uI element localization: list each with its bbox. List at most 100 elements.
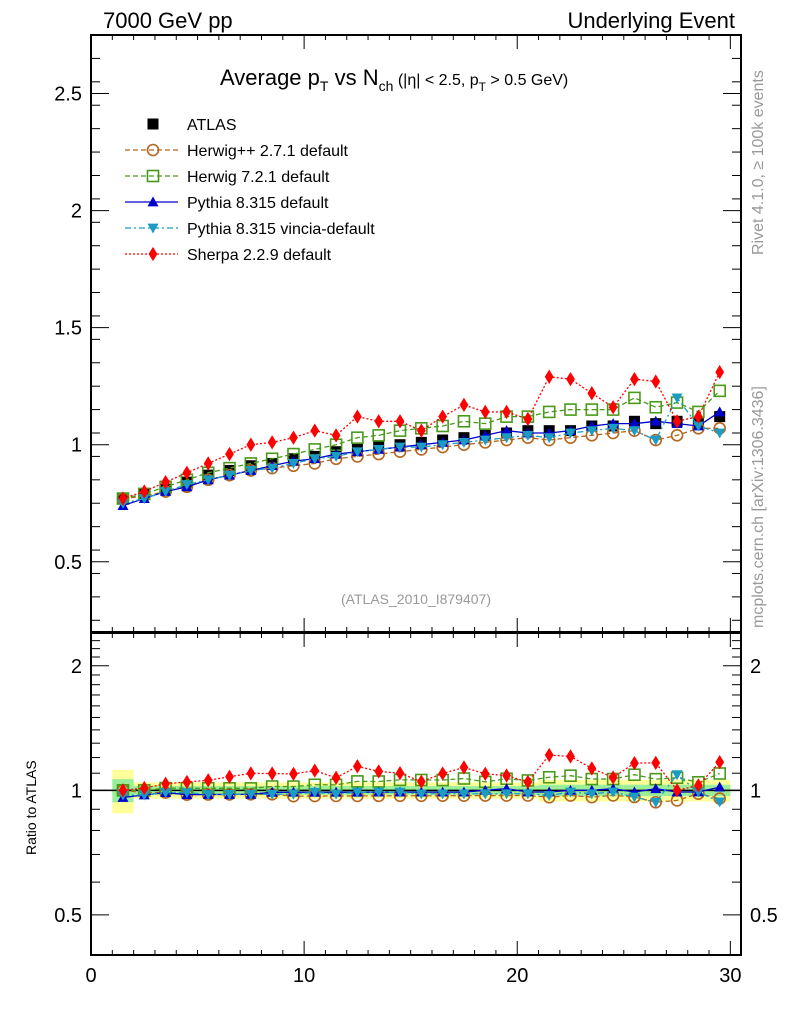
data-point bbox=[139, 484, 149, 499]
ratio-y-tick-label-right: 1 bbox=[750, 780, 761, 802]
data-point bbox=[586, 426, 598, 437]
data-point bbox=[372, 429, 386, 442]
ratio-y-tick-label: 2 bbox=[71, 656, 82, 678]
ratio-point bbox=[373, 787, 385, 798]
ratio-point bbox=[202, 790, 214, 801]
rivet-label: Rivet 4.1.0, ≥ 100k events bbox=[750, 70, 767, 255]
data-point bbox=[501, 433, 513, 444]
data-point bbox=[331, 428, 341, 443]
ratio-point bbox=[394, 787, 406, 798]
data-point bbox=[479, 435, 491, 446]
legend-marker bbox=[147, 196, 159, 207]
data-point bbox=[630, 372, 639, 387]
data-point bbox=[628, 391, 641, 405]
ratio-point bbox=[203, 773, 213, 788]
ratio-point bbox=[544, 747, 554, 763]
legend-label: Pythia 8.315 default bbox=[187, 195, 329, 212]
y-tick-label: 2 bbox=[71, 201, 82, 223]
ratio-point bbox=[608, 770, 618, 785]
data-point bbox=[224, 470, 236, 481]
ratio-frame bbox=[90, 632, 742, 956]
data-point bbox=[670, 429, 684, 442]
legend-marker bbox=[146, 169, 160, 183]
data-point bbox=[438, 409, 448, 424]
ratio-point bbox=[650, 783, 662, 794]
ratio-point bbox=[437, 789, 449, 800]
data-point bbox=[672, 414, 682, 429]
ratio-point bbox=[523, 774, 533, 790]
data-point bbox=[351, 431, 364, 444]
ratio-point bbox=[246, 766, 256, 781]
ratio-point bbox=[479, 789, 491, 800]
data-point bbox=[416, 423, 426, 438]
ratio-panel bbox=[91, 747, 741, 814]
ratio-point bbox=[225, 769, 234, 784]
data-point bbox=[203, 456, 213, 471]
data-point bbox=[457, 414, 471, 428]
data-point bbox=[649, 400, 663, 414]
main-panel bbox=[116, 364, 726, 510]
legend-label: Sherpa 2.2.9 default bbox=[187, 247, 332, 264]
data-point bbox=[287, 459, 299, 469]
data-point bbox=[607, 423, 619, 434]
ratio-point bbox=[714, 781, 726, 792]
data-point bbox=[650, 415, 662, 426]
ratio-point bbox=[714, 797, 726, 808]
axes: 0 10 20 30 0.5 1 1.5 2 2.5 0.5 0.5 1 1 2 2 bbox=[54, 34, 778, 987]
legend: ATLAS Herwig++ 2.7.1 default Herwig 7.2.1 … bbox=[125, 117, 375, 264]
x-tick-label: 0 bbox=[85, 965, 96, 987]
data-point bbox=[715, 364, 725, 380]
data-point bbox=[671, 393, 683, 404]
mcplots-label: mcplots.cern.ch [arXiv:1306.3436] bbox=[750, 386, 767, 628]
ratio-point bbox=[650, 797, 662, 808]
ratio-point bbox=[139, 780, 149, 796]
data-point bbox=[628, 426, 640, 437]
data-point bbox=[651, 374, 661, 389]
ratio-point bbox=[415, 789, 427, 800]
ratio-point bbox=[352, 759, 362, 774]
data-point bbox=[437, 440, 449, 451]
data-point bbox=[161, 475, 170, 490]
data-point bbox=[225, 446, 234, 462]
ratio-point bbox=[564, 769, 577, 782]
ratio-point bbox=[374, 764, 384, 779]
ratio-y-tick-label-right: 0.5 bbox=[750, 905, 778, 927]
data-point bbox=[415, 442, 427, 453]
x-tick-label: 10 bbox=[293, 965, 315, 987]
legend-marker bbox=[147, 118, 159, 130]
y-tick-label: 0.5 bbox=[54, 552, 82, 574]
ratio-point bbox=[310, 763, 320, 778]
ratio-point bbox=[587, 761, 597, 776]
data-point bbox=[352, 409, 362, 424]
ratio-y-tick-label-right: 2 bbox=[750, 656, 761, 678]
y-tick-label: 2.5 bbox=[54, 84, 82, 106]
y-tick-label: 1 bbox=[71, 435, 82, 457]
data-point bbox=[459, 397, 469, 413]
data-point bbox=[544, 369, 554, 384]
ratio-y-tick-label: 1 bbox=[71, 780, 82, 802]
legend-label: Pythia 8.315 vincia-default bbox=[187, 221, 375, 238]
data-point bbox=[458, 437, 470, 448]
header-right: Underlying Event bbox=[567, 8, 735, 33]
ratio-point bbox=[289, 766, 298, 782]
data-point bbox=[394, 442, 406, 453]
ratio-point bbox=[502, 768, 511, 783]
ratio-point bbox=[459, 760, 469, 775]
ratio-point bbox=[351, 787, 363, 798]
data-point bbox=[310, 423, 320, 438]
data-point bbox=[246, 437, 256, 452]
ratio-point bbox=[287, 789, 299, 800]
ratio-point bbox=[671, 770, 683, 781]
ratio-point bbox=[181, 788, 193, 798]
ratio-point bbox=[160, 788, 172, 799]
data-point bbox=[289, 430, 298, 445]
analysis-id: (ATLAS_2010_I879407) bbox=[341, 591, 491, 607]
ratio-point bbox=[138, 790, 150, 801]
data-point bbox=[608, 400, 618, 415]
ratio-point bbox=[501, 789, 513, 800]
ratio-y-label: Ratio to ATLAS bbox=[23, 760, 39, 855]
data-point bbox=[542, 405, 556, 419]
header-left: 7000 GeV pp bbox=[103, 8, 233, 33]
data-point bbox=[564, 403, 577, 416]
